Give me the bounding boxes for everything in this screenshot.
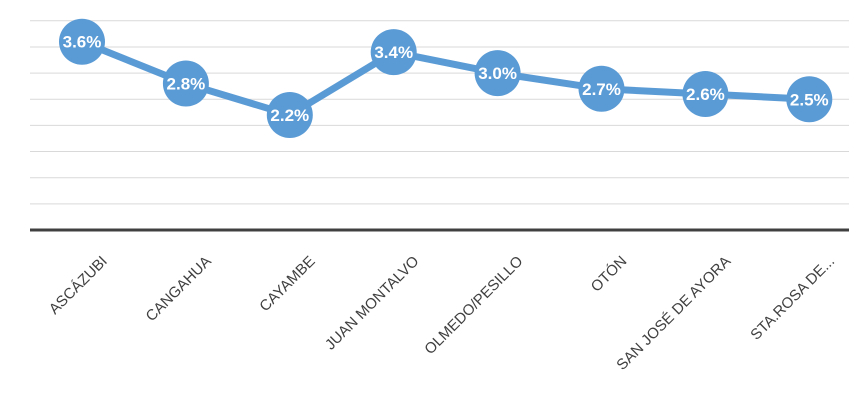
data-label: 3.6% (63, 33, 102, 52)
x-tick-label: JUAN MONTALVO (322, 253, 423, 354)
x-tick-label: OTÓN (588, 253, 631, 296)
data-point-marker (266, 91, 313, 138)
x-tick-label: CAYAMBE (256, 253, 318, 315)
x-tick-label: OLMEDO/PESILLO (421, 253, 526, 358)
data-point-marker (474, 50, 521, 97)
data-point-marker (59, 18, 105, 65)
data-point-marker (370, 29, 417, 76)
data-label: 3.4% (374, 43, 413, 62)
data-label: 2.2% (270, 106, 309, 125)
data-label: 2.8% (167, 75, 206, 94)
data-label: 2.6% (686, 85, 725, 104)
data-point-marker (162, 60, 209, 107)
data-point-marker (682, 71, 729, 118)
data-point-marker (578, 65, 625, 112)
data-markers: 3.6% 2.8% 2.2% 3.4% 3.0% 2.7% 2.6% 2.5% (59, 18, 833, 138)
data-label: 2.5% (790, 90, 829, 109)
data-point-marker (786, 76, 833, 123)
x-tick-label: ASCÁZUBI (46, 253, 111, 318)
x-tick-label: STA.ROSA DE... (747, 253, 838, 344)
x-tick-label: SAN JOSÉ DE AYORA (613, 253, 734, 374)
x-tick-label: CANGAHUA (143, 253, 215, 325)
data-label: 2.7% (582, 80, 621, 99)
data-label: 3.0% (478, 64, 517, 83)
x-tick-labels: ASCÁZUBI CANGAHUA CAYAMBE JUAN MONTALVOOLME… (46, 253, 838, 374)
gridlines (30, 20, 849, 205)
